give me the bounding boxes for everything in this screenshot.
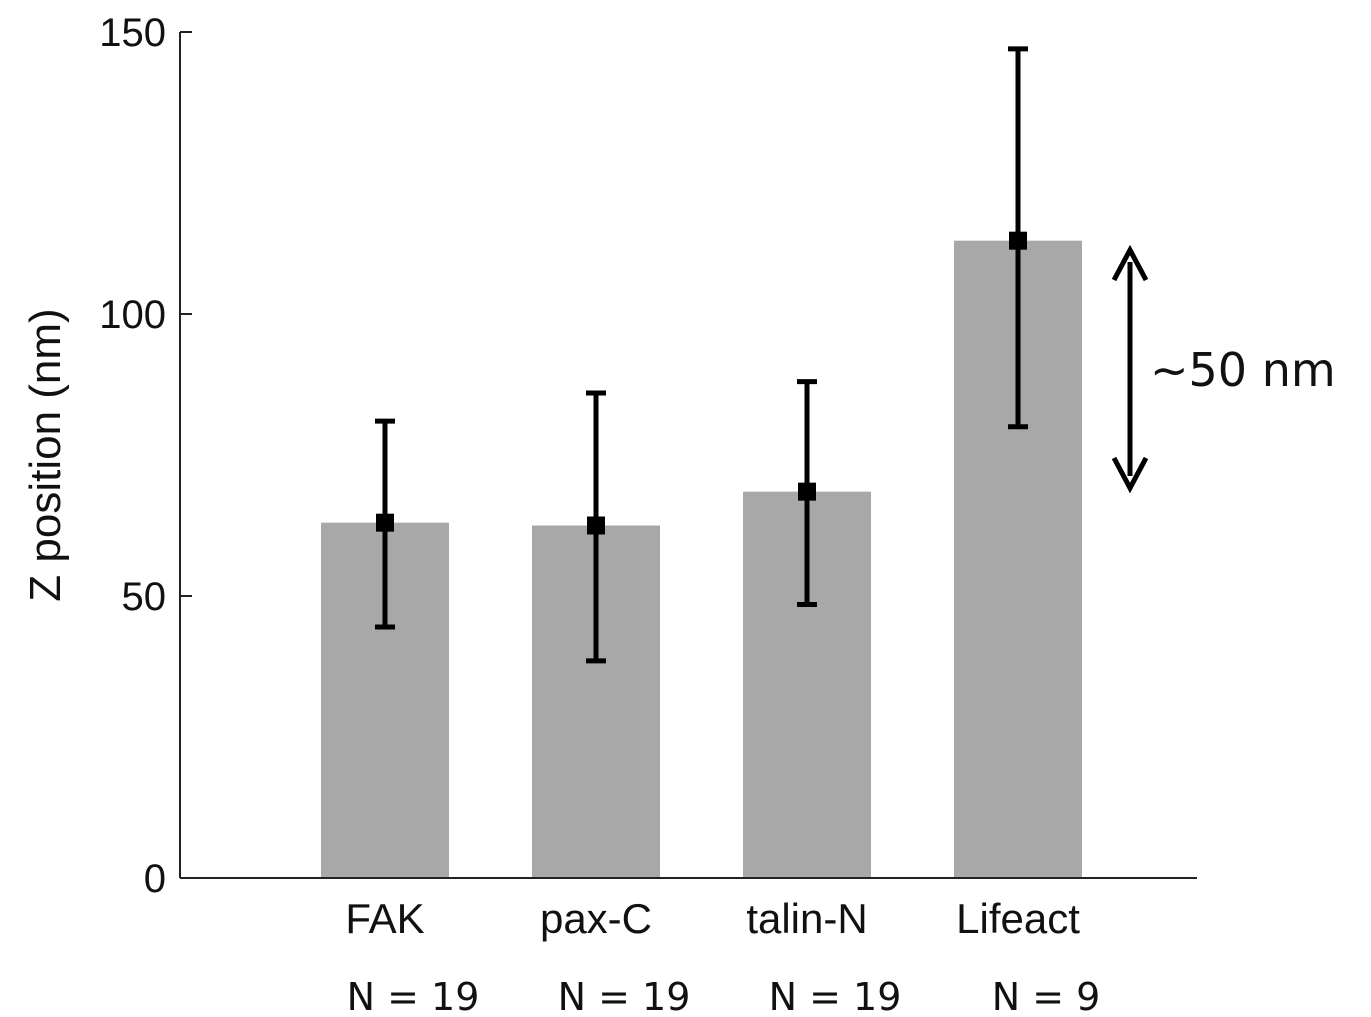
y-tick-label: 150 xyxy=(99,11,166,55)
n-label: N = 19 xyxy=(347,975,480,1017)
annotation-arrow-head-down xyxy=(1111,456,1149,494)
bars-layer xyxy=(321,240,1082,878)
mean-marker xyxy=(376,513,394,532)
mean-marker xyxy=(798,482,816,501)
y-tick-label: 100 xyxy=(99,293,166,337)
n-label: N = 19 xyxy=(769,975,902,1017)
x-tick-label: talin-N xyxy=(746,895,867,942)
x-tick-label: pax-C xyxy=(540,895,652,942)
x-tick-label: Lifeact xyxy=(956,895,1080,942)
annotation-arrow-head-up xyxy=(1111,244,1149,282)
span-annotation: ~50 nm xyxy=(1111,244,1336,494)
y-axis-title: Z position (nm) xyxy=(21,308,70,601)
y-tick-label: 50 xyxy=(122,575,167,619)
mean-marker xyxy=(587,516,605,535)
n-labels: N = 19 N = 19 N = 19 N = 9 xyxy=(347,975,1101,1017)
annotation-label: ~50 nm xyxy=(1150,343,1336,397)
y-tick-label: 0 xyxy=(144,857,166,901)
x-tick-label: FAK xyxy=(345,895,424,942)
x-tick-labels: FAK pax-C talin-N Lifeact xyxy=(345,895,1080,942)
n-label: N = 9 xyxy=(992,975,1101,1017)
y-ticks: 0 50 100 150 xyxy=(99,11,192,901)
mean-marker xyxy=(1009,231,1027,250)
error-bars-layer xyxy=(375,46,1028,664)
axes xyxy=(179,32,1197,879)
n-label: N = 19 xyxy=(558,975,691,1017)
